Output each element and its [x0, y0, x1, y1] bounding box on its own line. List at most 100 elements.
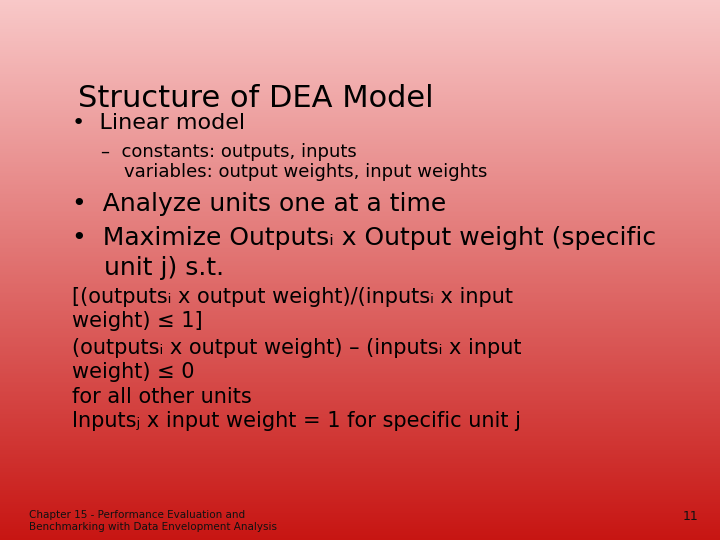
Bar [0, 339, 720, 340]
Bar [0, 54, 720, 56]
Bar [0, 117, 720, 119]
Bar [0, 333, 720, 335]
Bar [0, 137, 720, 139]
Text: Inputsⱼ x input weight = 1 for specific unit j: Inputsⱼ x input weight = 1 for specific … [72, 411, 521, 431]
Bar [0, 153, 720, 155]
Bar [0, 468, 720, 470]
Bar [0, 390, 720, 393]
Bar [0, 221, 720, 223]
Bar [0, 309, 720, 312]
Bar [0, 36, 720, 38]
Bar [0, 344, 720, 346]
Bar [0, 425, 720, 427]
Bar [0, 409, 720, 410]
Bar [0, 470, 720, 471]
Bar [0, 371, 720, 373]
Bar [0, 522, 720, 524]
Bar [0, 363, 720, 366]
Bar [0, 198, 720, 200]
Bar [0, 475, 720, 477]
Bar [0, 373, 720, 374]
Bar [0, 171, 720, 173]
Bar [0, 130, 720, 131]
Bar [0, 193, 720, 194]
Bar [0, 38, 720, 39]
Bar [0, 47, 720, 49]
Bar [0, 96, 720, 97]
Bar [0, 482, 720, 484]
Bar [0, 245, 720, 247]
Bar [0, 239, 720, 241]
Bar [0, 147, 720, 150]
Bar [0, 2, 720, 4]
Bar [0, 241, 720, 243]
Text: •  Analyze units one at a time: • Analyze units one at a time [72, 192, 446, 216]
Bar [0, 447, 720, 448]
Bar [0, 61, 720, 63]
Bar [0, 72, 720, 74]
Bar [0, 83, 720, 85]
Bar [0, 437, 720, 439]
Bar [0, 162, 720, 164]
Bar [0, 495, 720, 497]
Bar [0, 49, 720, 50]
Bar [0, 265, 720, 266]
Bar [0, 315, 720, 317]
Bar [0, 135, 720, 137]
Bar [0, 484, 720, 486]
Bar [0, 436, 720, 437]
Bar [0, 319, 720, 320]
Bar [0, 274, 720, 275]
Bar [0, 123, 720, 124]
Bar [0, 238, 720, 239]
Text: Chapter 15 - Performance Evaluation and
Benchmarking with Data Envelopment Analy: Chapter 15 - Performance Evaluation and … [29, 510, 276, 532]
Bar [0, 92, 720, 93]
Bar [0, 428, 720, 430]
Bar [0, 383, 720, 385]
Bar [0, 12, 720, 15]
Bar [0, 52, 720, 54]
Bar [0, 22, 720, 23]
Bar [0, 529, 720, 531]
Bar [0, 167, 720, 169]
Bar [0, 270, 720, 272]
Bar [0, 173, 720, 174]
Bar [0, 360, 720, 362]
Bar [0, 430, 720, 432]
Bar [0, 88, 720, 90]
Bar [0, 124, 720, 126]
Bar [0, 263, 720, 265]
Bar [0, 216, 720, 218]
Bar [0, 101, 720, 103]
Bar [0, 420, 720, 421]
Bar [0, 255, 720, 258]
Bar [0, 142, 720, 144]
Bar [0, 9, 720, 11]
Bar [0, 25, 720, 27]
Bar [0, 308, 720, 309]
Bar [0, 342, 720, 344]
Bar [0, 194, 720, 196]
Bar [0, 454, 720, 455]
Bar [0, 50, 720, 52]
Bar [0, 286, 720, 288]
Bar [0, 493, 720, 495]
Bar [0, 275, 720, 277]
Bar [0, 427, 720, 428]
Bar [0, 74, 720, 76]
Bar [0, 439, 720, 441]
Bar [0, 366, 720, 367]
Bar [0, 477, 720, 479]
Bar [0, 59, 720, 61]
Text: [(outputsᵢ x output weight)/(inputsᵢ x input: [(outputsᵢ x output weight)/(inputsᵢ x i… [72, 287, 513, 307]
Bar [0, 524, 720, 525]
Bar [0, 126, 720, 128]
Bar [0, 508, 720, 509]
Text: weight) ≤ 0: weight) ≤ 0 [72, 362, 194, 382]
Bar [0, 120, 720, 123]
Bar [0, 15, 720, 16]
Bar [0, 31, 720, 32]
Bar [0, 76, 720, 77]
Bar [0, 288, 720, 290]
Bar [0, 405, 720, 407]
